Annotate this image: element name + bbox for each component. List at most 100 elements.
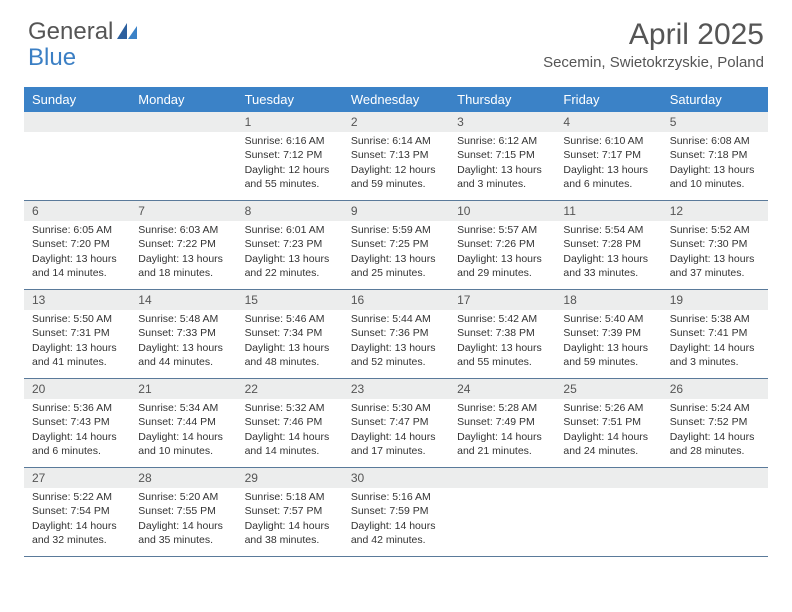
sunrise-line: Sunrise: 6:08 AM xyxy=(670,134,760,148)
daylight-line: Daylight: 13 hours and 29 minutes. xyxy=(457,252,547,280)
daylight-line: Daylight: 14 hours and 14 minutes. xyxy=(245,430,335,458)
day-body: Sunrise: 5:28 AMSunset: 7:49 PMDaylight:… xyxy=(449,399,555,464)
day-cell: 25Sunrise: 5:26 AMSunset: 7:51 PMDayligh… xyxy=(555,379,661,467)
sunset-line: Sunset: 7:51 PM xyxy=(563,415,653,429)
day-body: Sunrise: 5:44 AMSunset: 7:36 PMDaylight:… xyxy=(343,310,449,375)
week-row: 13Sunrise: 5:50 AMSunset: 7:31 PMDayligh… xyxy=(24,290,768,379)
day-cell: 29Sunrise: 5:18 AMSunset: 7:57 PMDayligh… xyxy=(237,468,343,556)
day-body: Sunrise: 5:18 AMSunset: 7:57 PMDaylight:… xyxy=(237,488,343,553)
sunset-line: Sunset: 7:25 PM xyxy=(351,237,441,251)
day-body: Sunrise: 5:32 AMSunset: 7:46 PMDaylight:… xyxy=(237,399,343,464)
day-number: 7 xyxy=(130,201,236,221)
day-body: Sunrise: 6:12 AMSunset: 7:15 PMDaylight:… xyxy=(449,132,555,197)
daylight-line: Daylight: 13 hours and 22 minutes. xyxy=(245,252,335,280)
week-row: 20Sunrise: 5:36 AMSunset: 7:43 PMDayligh… xyxy=(24,379,768,468)
day-number xyxy=(130,112,236,132)
day-cell: 21Sunrise: 5:34 AMSunset: 7:44 PMDayligh… xyxy=(130,379,236,467)
weekday-sat: Saturday xyxy=(662,87,768,112)
day-body: Sunrise: 5:34 AMSunset: 7:44 PMDaylight:… xyxy=(130,399,236,464)
daylight-line: Daylight: 14 hours and 21 minutes. xyxy=(457,430,547,458)
header: General April 2025 Secemin, Swietokrzysk… xyxy=(0,0,792,79)
daylight-line: Daylight: 14 hours and 32 minutes. xyxy=(32,519,122,547)
month-title: April 2025 xyxy=(543,18,764,52)
day-cell: 18Sunrise: 5:40 AMSunset: 7:39 PMDayligh… xyxy=(555,290,661,378)
sunset-line: Sunset: 7:39 PM xyxy=(563,326,653,340)
day-number: 15 xyxy=(237,290,343,310)
day-body: Sunrise: 6:08 AMSunset: 7:18 PMDaylight:… xyxy=(662,132,768,197)
sunrise-line: Sunrise: 5:50 AM xyxy=(32,312,122,326)
day-number: 30 xyxy=(343,468,449,488)
logo: General xyxy=(28,18,139,46)
day-number xyxy=(555,468,661,488)
daylight-line: Daylight: 13 hours and 18 minutes. xyxy=(138,252,228,280)
sunset-line: Sunset: 7:31 PM xyxy=(32,326,122,340)
day-cell: 9Sunrise: 5:59 AMSunset: 7:25 PMDaylight… xyxy=(343,201,449,289)
daylight-line: Daylight: 13 hours and 59 minutes. xyxy=(563,341,653,369)
day-cell: 30Sunrise: 5:16 AMSunset: 7:59 PMDayligh… xyxy=(343,468,449,556)
day-number xyxy=(449,468,555,488)
daylight-line: Daylight: 13 hours and 37 minutes. xyxy=(670,252,760,280)
day-number: 1 xyxy=(237,112,343,132)
sunset-line: Sunset: 7:43 PM xyxy=(32,415,122,429)
weekday-sun: Sunday xyxy=(24,87,130,112)
day-body: Sunrise: 6:10 AMSunset: 7:17 PMDaylight:… xyxy=(555,132,661,197)
sunrise-line: Sunrise: 5:44 AM xyxy=(351,312,441,326)
day-number: 16 xyxy=(343,290,449,310)
sunrise-line: Sunrise: 5:36 AM xyxy=(32,401,122,415)
sunrise-line: Sunrise: 6:01 AM xyxy=(245,223,335,237)
day-number: 3 xyxy=(449,112,555,132)
sunrise-line: Sunrise: 5:46 AM xyxy=(245,312,335,326)
day-number: 4 xyxy=(555,112,661,132)
location: Secemin, Swietokrzyskie, Poland xyxy=(543,54,764,71)
week-row: 1 Sunrise: 6:16 AMSunset: 7:12 PM Daylight… xyxy=(24,112,768,201)
sunrise-line: Sunrise: 5:22 AM xyxy=(32,490,122,504)
sunset-line: Sunset: 7:57 PM xyxy=(245,504,335,518)
day-cell xyxy=(130,112,236,200)
day-body: Sunrise: 5:42 AMSunset: 7:38 PMDaylight:… xyxy=(449,310,555,375)
day-body: Sunrise: 5:26 AMSunset: 7:51 PMDaylight:… xyxy=(555,399,661,464)
day-cell xyxy=(662,468,768,556)
day-number: 28 xyxy=(130,468,236,488)
week-row: 6Sunrise: 6:05 AMSunset: 7:20 PMDaylight… xyxy=(24,201,768,290)
sunset-line: Sunset: 7:22 PM xyxy=(138,237,228,251)
sunrise-line: Sunrise: 5:18 AM xyxy=(245,490,335,504)
day-body: Sunrise: 5:22 AMSunset: 7:54 PMDaylight:… xyxy=(24,488,130,553)
sunset-line: Sunset: 7:12 PM xyxy=(245,148,335,162)
day-cell: 10Sunrise: 5:57 AMSunset: 7:26 PMDayligh… xyxy=(449,201,555,289)
sunrise-line: Sunrise: 6:12 AM xyxy=(457,134,547,148)
day-cell: 27Sunrise: 5:22 AMSunset: 7:54 PMDayligh… xyxy=(24,468,130,556)
sunset-line: Sunset: 7:17 PM xyxy=(563,148,653,162)
day-number: 22 xyxy=(237,379,343,399)
day-cell: 17Sunrise: 5:42 AMSunset: 7:38 PMDayligh… xyxy=(449,290,555,378)
day-cell: 13Sunrise: 5:50 AMSunset: 7:31 PMDayligh… xyxy=(24,290,130,378)
day-number: 27 xyxy=(24,468,130,488)
sunrise-line: Sunrise: 5:59 AM xyxy=(351,223,441,237)
day-number: 29 xyxy=(237,468,343,488)
day-body: Sunrise: 5:24 AMSunset: 7:52 PMDaylight:… xyxy=(662,399,768,464)
daylight-line: Daylight: 14 hours and 10 minutes. xyxy=(138,430,228,458)
weekday-header: Sunday Monday Tuesday Wednesday Thursday… xyxy=(24,87,768,112)
day-number: 9 xyxy=(343,201,449,221)
day-number: 18 xyxy=(555,290,661,310)
sunset-line: Sunset: 7:28 PM xyxy=(563,237,653,251)
sunrise-line: Sunrise: 5:32 AM xyxy=(245,401,335,415)
day-number: 23 xyxy=(343,379,449,399)
sunrise-line: Sunrise: 6:10 AM xyxy=(563,134,653,148)
sunrise-line: Sunrise: 6:03 AM xyxy=(138,223,228,237)
day-cell: 24Sunrise: 5:28 AMSunset: 7:49 PMDayligh… xyxy=(449,379,555,467)
daylight-line: Daylight: 14 hours and 35 minutes. xyxy=(138,519,228,547)
sunrise-line: Sunrise: 5:52 AM xyxy=(670,223,760,237)
sunset-line: Sunset: 7:34 PM xyxy=(245,326,335,340)
sunset-line: Sunset: 7:49 PM xyxy=(457,415,547,429)
sunset-line: Sunset: 7:20 PM xyxy=(32,237,122,251)
weekday-tue: Tuesday xyxy=(237,87,343,112)
day-cell: 2Sunrise: 6:14 AMSunset: 7:13 PMDaylight… xyxy=(343,112,449,200)
daylight-line: Daylight: 14 hours and 24 minutes. xyxy=(563,430,653,458)
sunrise-line: Sunrise: 6:16 AM xyxy=(245,134,335,148)
day-body: Sunrise: 5:48 AMSunset: 7:33 PMDaylight:… xyxy=(130,310,236,375)
sunrise-line: Sunrise: 5:26 AM xyxy=(563,401,653,415)
sunrise-line: Sunrise: 5:42 AM xyxy=(457,312,547,326)
sunset-line: Sunset: 7:59 PM xyxy=(351,504,441,518)
daylight-line: Daylight: 12 hours and 59 minutes. xyxy=(351,163,441,191)
sunrise-line: Sunrise: 5:38 AM xyxy=(670,312,760,326)
